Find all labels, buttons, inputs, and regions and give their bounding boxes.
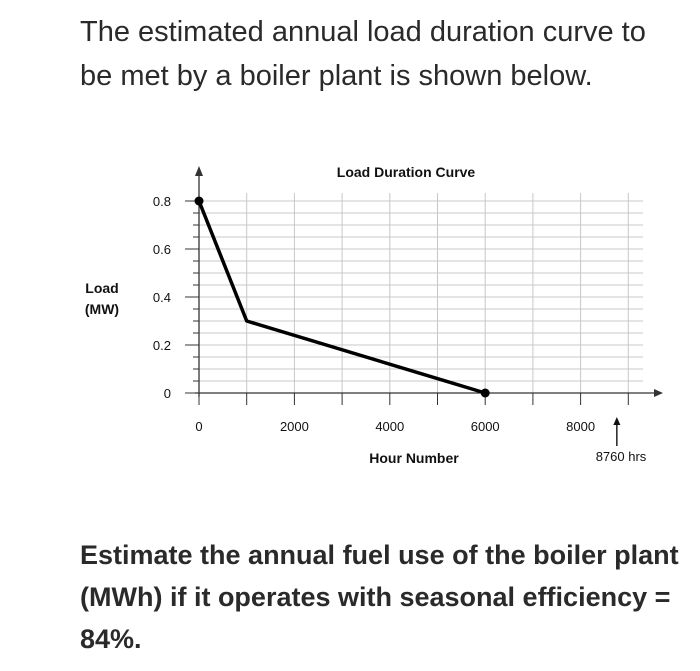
question-text: Estimate the annual fuel use of the boil… xyxy=(80,540,679,654)
load-curve-line xyxy=(197,200,486,395)
y-axis-label-line1: Load xyxy=(85,280,118,296)
y-axis-arrow xyxy=(195,166,203,176)
annotation-arrow-head xyxy=(613,417,621,425)
x-tick-label: 8000 xyxy=(566,419,595,434)
chart-series xyxy=(194,196,490,398)
x-tick-label: 0 xyxy=(195,419,202,434)
y-tick-label: 0.6 xyxy=(153,242,171,257)
x-tick-label: 6000 xyxy=(471,419,500,434)
hours-annotation: 8760 hrs xyxy=(596,449,647,464)
y-axis-label-line2: (MW) xyxy=(85,301,119,317)
chart-title: Load Duration Curve xyxy=(337,164,476,180)
load-duration-chart: Load Duration Curve Hour Number Load (MW… xyxy=(85,164,663,466)
x-tick-label: 4000 xyxy=(375,419,404,434)
y-tick-label: 0 xyxy=(164,386,171,401)
x-axis-arrow xyxy=(654,389,663,397)
chart-labels: Load Duration Curve Hour Number Load (MW… xyxy=(85,164,647,466)
curve-endpoint-marker xyxy=(480,388,490,398)
chart-axes xyxy=(185,166,663,405)
chart-grid xyxy=(198,193,643,393)
curve-endpoint-marker xyxy=(194,196,204,206)
x-axis-label: Hour Number xyxy=(369,450,459,466)
intro-text: The estimated annual load duration curve… xyxy=(80,16,646,92)
y-tick-label: 0.2 xyxy=(153,338,171,353)
y-tick-label: 0.8 xyxy=(153,194,171,209)
y-tick-label: 0.4 xyxy=(153,290,171,305)
x-tick-label: 2000 xyxy=(280,419,309,434)
